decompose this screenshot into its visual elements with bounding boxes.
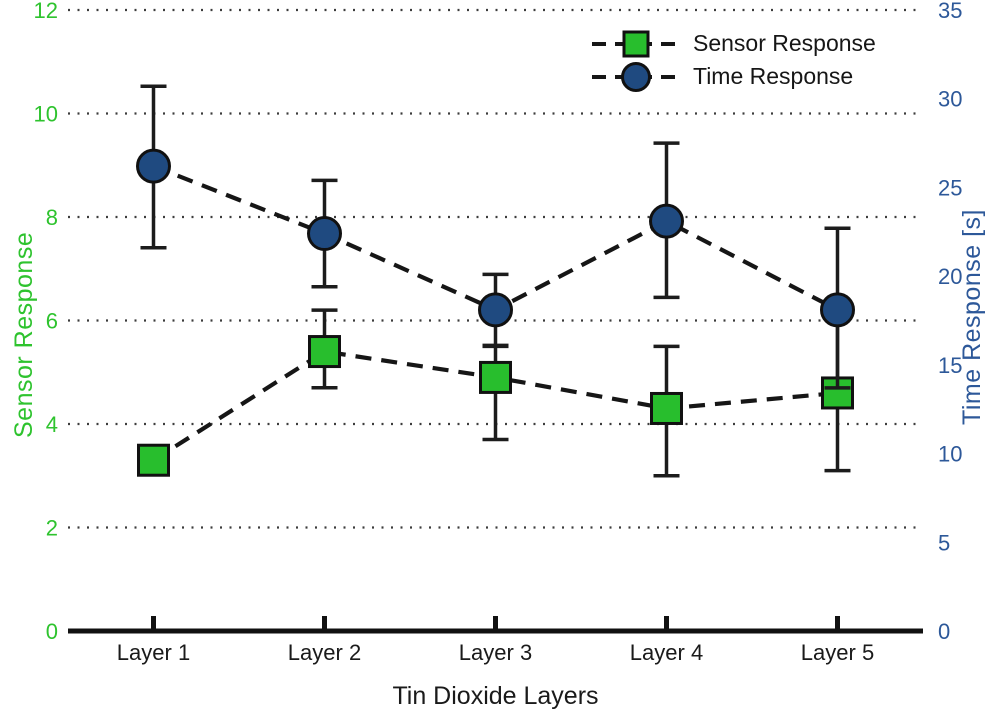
- left-tick-label: 6: [46, 309, 58, 334]
- left-tick-label: 12: [34, 0, 58, 23]
- x-category-label: Layer 1: [117, 640, 190, 665]
- right-tick-label: 15: [938, 353, 962, 378]
- x-category-label: Layer 4: [630, 640, 703, 665]
- data-point-time-response: [820, 292, 855, 328]
- right-axis-title: Time Response [s]: [958, 209, 986, 426]
- x-category-label: Layer 3: [459, 640, 532, 665]
- right-tick-label: 10: [938, 442, 962, 467]
- data-point-sensor-response: [308, 335, 341, 369]
- green-square-icon: [622, 30, 650, 57]
- data-point-time-response: [649, 203, 684, 239]
- right-tick-label: 35: [938, 0, 962, 23]
- right-tick-label: 5: [938, 530, 950, 555]
- data-point-sensor-response: [479, 360, 512, 394]
- left-tick-label: 8: [46, 205, 58, 230]
- data-point-time-response: [478, 292, 513, 328]
- left-axis-title: Sensor Response: [10, 231, 38, 439]
- left-tick-label: 4: [46, 412, 58, 437]
- data-point-time-response: [136, 148, 171, 184]
- right-tick-label: 25: [938, 175, 962, 200]
- data-point-sensor-response: [137, 443, 170, 477]
- data-point-sensor-response: [650, 391, 683, 425]
- legend-item-time-response: Time Response: [592, 60, 876, 93]
- x-category-label: Layer 2: [288, 640, 361, 665]
- right-tick-label: 20: [938, 264, 962, 289]
- right-tick-label: 0: [938, 619, 950, 644]
- data-point-time-response: [307, 216, 342, 252]
- blue-circle-icon: [621, 61, 651, 92]
- legend-swatch-time: [592, 61, 680, 93]
- legend-label: Time Response: [693, 63, 854, 89]
- right-tick-label: 30: [938, 87, 962, 112]
- x-axis-title: Tin Dioxide Layers: [392, 682, 599, 710]
- x-category-label: Layer 5: [801, 640, 874, 665]
- legend-label: Sensor Response: [693, 30, 876, 56]
- legend-swatch-sensor: [592, 28, 680, 60]
- legend-item-sensor-response: Sensor Response: [592, 27, 876, 60]
- left-tick-label: 0: [46, 619, 58, 644]
- left-tick-label: 10: [34, 102, 58, 127]
- left-tick-label: 2: [46, 516, 58, 541]
- legend: Sensor Response Time Response: [592, 27, 876, 93]
